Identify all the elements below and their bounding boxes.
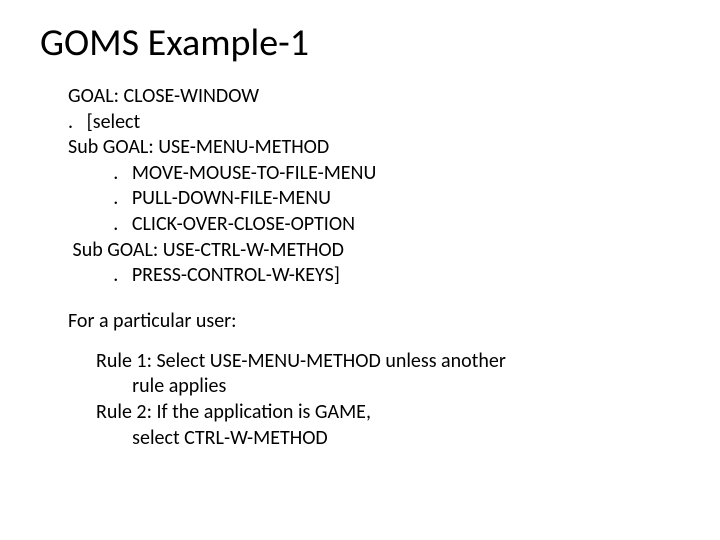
goms-block: GOAL: CLOSE-WINDOW . [select Sub GOAL: U…: [68, 84, 680, 289]
goms-line: . PULL-DOWN-FILE-MENU: [68, 186, 680, 212]
rule-line: Rule 2: If the application is GAME,: [96, 400, 680, 426]
rule-line: select CTRL-W-METHOD: [96, 426, 680, 452]
goms-line: Sub GOAL: USE-MENU-METHOD: [68, 135, 680, 161]
goms-line: . PRESS-CONTROL-W-KEYS]: [68, 263, 680, 289]
goms-line: . CLICK-OVER-CLOSE-OPTION: [68, 212, 680, 238]
rule-line: Rule 1: Select USE-MENU-METHOD unless an…: [96, 349, 680, 375]
slide-title: GOMS Example-1: [40, 20, 680, 66]
rules-block: Rule 1: Select USE-MENU-METHOD unless an…: [96, 349, 680, 451]
goms-line: Sub GOAL: USE-CTRL-W-METHOD: [68, 238, 680, 264]
goms-line: . MOVE-MOUSE-TO-FILE-MENU: [68, 161, 680, 187]
user-label: For a particular user:: [68, 309, 680, 333]
slide-container: GOMS Example-1 GOAL: CLOSE-WINDOW . [sel…: [0, 0, 720, 471]
goms-line: GOAL: CLOSE-WINDOW: [68, 84, 680, 110]
goms-line: . [select: [68, 110, 680, 136]
rule-line: rule applies: [96, 374, 680, 400]
